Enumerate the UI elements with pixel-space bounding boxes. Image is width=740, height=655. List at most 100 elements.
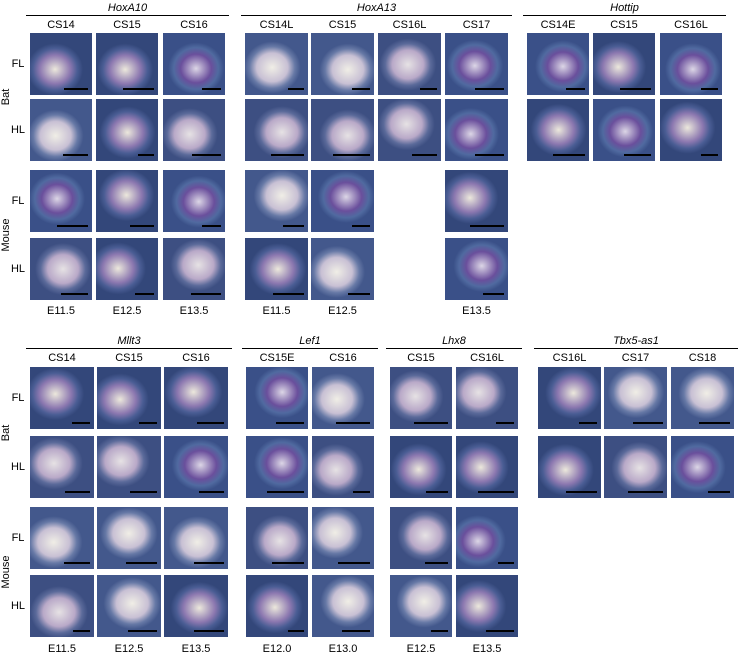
limb-image <box>30 367 94 429</box>
scale-bar <box>498 562 514 564</box>
scale-bar <box>336 422 370 424</box>
limb-image <box>163 99 225 161</box>
gene-name: Hottip <box>610 2 639 14</box>
limb-image <box>390 436 452 498</box>
gene-rule <box>26 15 229 16</box>
scale-bar <box>72 422 90 424</box>
scale-bar <box>579 422 597 424</box>
gene-rule <box>534 348 738 349</box>
gene-rule <box>242 348 378 349</box>
mouse-stage-label: E13.5 <box>179 305 209 317</box>
scale-bar <box>420 88 437 90</box>
scale-bar <box>353 491 370 493</box>
limb-image <box>445 238 508 300</box>
limb-image <box>96 238 158 300</box>
limb-image <box>593 33 655 95</box>
stage-label: CS14 <box>48 352 76 364</box>
limb-image <box>246 507 308 569</box>
species-label: Bat <box>0 424 12 441</box>
limb-image <box>97 436 161 498</box>
stage-label: CS16 <box>329 352 357 364</box>
scale-bar <box>699 422 730 424</box>
limb-image <box>456 507 518 569</box>
limb-image <box>456 367 518 429</box>
gene-name: Lef1 <box>299 335 321 347</box>
limb-image <box>96 33 158 95</box>
scale-bar <box>624 154 651 156</box>
limb-image <box>163 170 225 232</box>
limb-image <box>671 367 734 429</box>
limb-image <box>164 575 228 637</box>
scale-bar <box>412 154 437 156</box>
scale-bar <box>202 225 221 227</box>
gene-name: HoxA13 <box>356 2 397 14</box>
mouse-stage-label: E12.0 <box>262 643 292 655</box>
stage-label: CS16L <box>674 19 708 31</box>
limb-image <box>312 575 374 637</box>
limb-image <box>30 238 92 300</box>
scale-bar <box>342 630 370 632</box>
stage-label: CS16L <box>392 19 427 31</box>
limb-image <box>311 238 374 300</box>
scale-bar <box>63 154 88 156</box>
limb-image <box>312 507 374 569</box>
scale-bar <box>64 88 88 90</box>
scale-bar <box>194 630 224 632</box>
species-label: Mouse <box>0 555 12 589</box>
scale-bar <box>130 491 157 493</box>
stage-label: CS17 <box>462 19 491 31</box>
gene-rule <box>386 348 522 349</box>
scale-bar <box>130 225 154 227</box>
scale-bar <box>566 491 597 493</box>
limb-image <box>527 33 589 95</box>
limb-image <box>312 436 374 498</box>
scale-bar <box>486 630 514 632</box>
scale-bar <box>288 88 304 90</box>
scale-bar <box>139 422 157 424</box>
limb-image <box>538 436 601 498</box>
limb-label: HL <box>10 461 26 473</box>
limb-image <box>245 170 308 232</box>
stage-label: CS16L <box>470 352 504 364</box>
limb-image <box>163 33 225 95</box>
stage-label: CS16 <box>180 19 208 31</box>
limb-image <box>30 575 94 637</box>
gene-name: Tbx5-as1 <box>613 335 659 347</box>
limb-image <box>163 238 225 300</box>
limb-image <box>164 507 228 569</box>
mouse-stage-label: E12.5 <box>112 305 142 317</box>
scale-bar <box>333 154 370 156</box>
limb-image <box>311 170 374 232</box>
limb-image <box>311 33 374 95</box>
scale-bar <box>197 422 224 424</box>
limb-image <box>30 99 92 161</box>
mouse-stage-label: E12.5 <box>406 643 436 655</box>
limb-image <box>245 99 308 161</box>
gene-name: HoxA10 <box>107 2 148 14</box>
scale-bar <box>414 422 448 424</box>
limb-image <box>527 99 589 161</box>
limb-image <box>96 99 158 161</box>
stage-label: CS17 <box>621 352 650 364</box>
limb-label: FL <box>11 195 25 207</box>
scale-bar <box>708 491 730 493</box>
limb-image <box>245 33 308 95</box>
scale-bar <box>475 154 504 156</box>
mouse-stage-label: E12.5 <box>114 643 144 655</box>
limb-image <box>456 575 518 637</box>
scale-bar <box>128 630 157 632</box>
limb-label: HL <box>10 263 26 275</box>
scale-bar <box>620 88 651 90</box>
limb-label: HL <box>10 600 26 612</box>
limb-image <box>378 99 441 161</box>
gene-rule <box>523 15 726 16</box>
limb-image <box>660 99 722 161</box>
scale-bar <box>73 630 90 632</box>
scale-bar <box>272 562 304 564</box>
species-label: Mouse <box>0 218 12 252</box>
limb-image <box>593 99 655 161</box>
scale-bar <box>123 88 154 90</box>
scale-bar <box>191 293 221 295</box>
stage-label: CS16L <box>552 352 587 364</box>
